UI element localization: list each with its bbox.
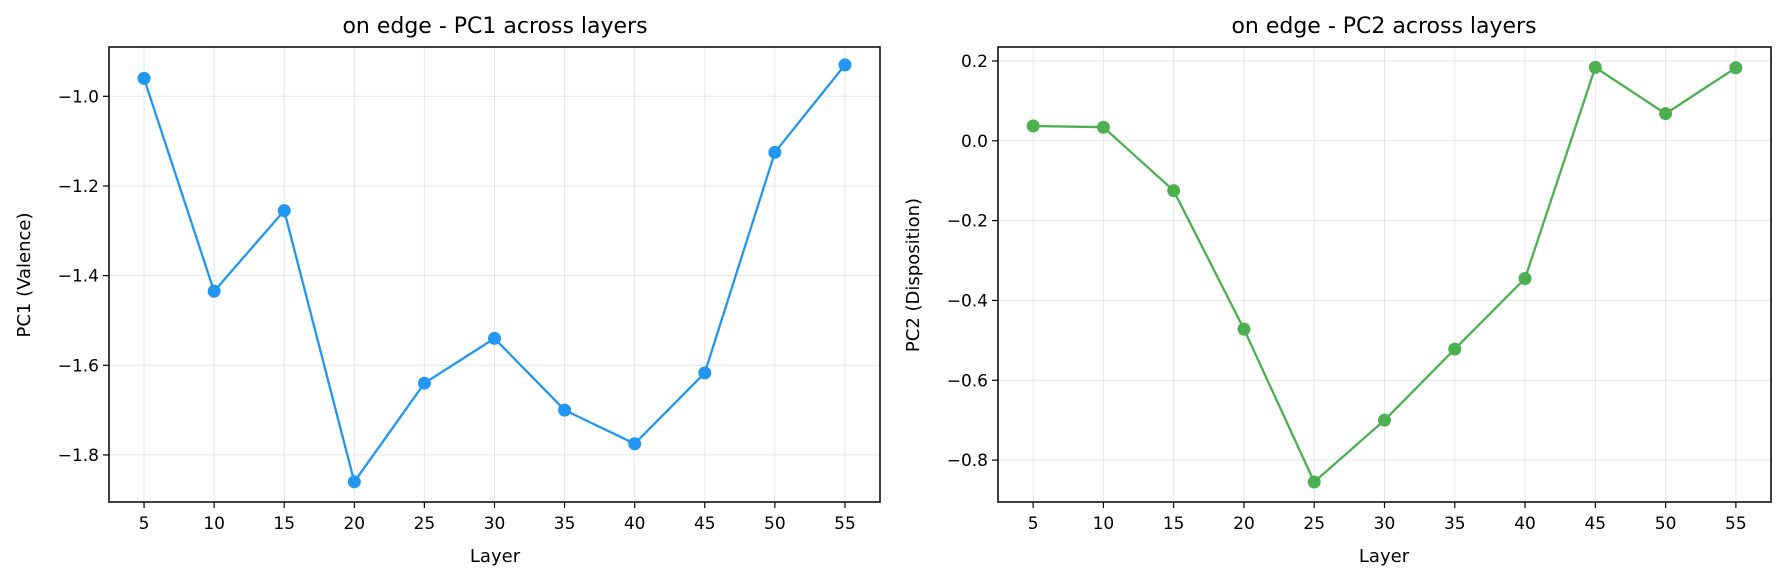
chart-title: on edge - PC2 across layers — [1231, 14, 1536, 39]
x-tick-label: 20 — [1233, 514, 1255, 534]
data-point — [1588, 60, 1602, 74]
y-tick-label: −1.2 — [58, 177, 99, 197]
data-point — [768, 145, 782, 159]
chart-title: on edge - PC1 across layers — [342, 14, 647, 39]
x-tick-label: 10 — [1093, 514, 1115, 534]
y-tick-label: 0.0 — [961, 132, 988, 152]
x-tick-label: 40 — [1514, 514, 1536, 534]
data-point — [417, 376, 431, 390]
data-point — [277, 204, 291, 218]
chart-pc2-panel: on edge - PC2 across layers 5 10 15 20 25 30 3… — [903, 14, 1772, 567]
x-tick-label: 50 — [764, 514, 786, 534]
x-tick-label: 20 — [343, 514, 365, 534]
data-point — [137, 71, 151, 85]
data-point — [628, 437, 642, 451]
x-tick-label: 55 — [834, 514, 856, 534]
data-point — [1026, 119, 1040, 133]
x-axis-label: Layer — [470, 546, 521, 567]
data-point — [347, 475, 361, 489]
data-point — [558, 403, 572, 417]
x-tick-label: 55 — [1725, 514, 1747, 534]
x-tick-label: 30 — [1374, 514, 1396, 534]
x-tick-label: 5 — [1028, 514, 1039, 534]
x-tick-label: 45 — [1584, 514, 1606, 534]
data-point — [1729, 61, 1743, 75]
data-point — [1659, 107, 1673, 121]
x-tick-label: 5 — [139, 514, 150, 534]
y-tick-label: −0.8 — [947, 451, 988, 471]
y-tick-label: −0.6 — [947, 371, 988, 391]
x-tick-label: 25 — [414, 514, 436, 534]
data-point — [1096, 120, 1110, 134]
data-point — [698, 366, 712, 380]
x-tick-label: 30 — [484, 514, 506, 534]
data-point — [488, 331, 501, 345]
x-axis-label: Layer — [1359, 546, 1410, 567]
y-tick-label: −1.8 — [58, 446, 99, 466]
y-tick-label: −1.6 — [58, 356, 99, 376]
y-tick-label: −1.0 — [58, 87, 99, 107]
data-point — [1237, 322, 1251, 336]
x-tick-label: 10 — [203, 514, 225, 534]
y-tick-label: −0.2 — [947, 212, 988, 232]
x-tick-label: 35 — [1444, 514, 1466, 534]
x-tick-label: 45 — [694, 514, 716, 534]
x-tick-label: 15 — [1163, 514, 1185, 534]
x-tick-label: 25 — [1303, 514, 1325, 534]
y-axis-label: PC2 (Disposition) — [903, 198, 924, 352]
data-point — [1307, 475, 1321, 489]
x-tick-label: 40 — [624, 514, 646, 534]
data-point — [1378, 413, 1391, 427]
data-point — [838, 58, 852, 72]
y-tick-label: 0.2 — [961, 52, 988, 72]
x-tick-label: 15 — [273, 514, 295, 534]
data-point — [207, 284, 221, 298]
chart-pc1-panel: on edge - PC1 across layers 5 10 15 20 25 30 3… — [14, 14, 881, 567]
data-point — [1448, 342, 1462, 356]
y-axis-label: PC1 (Valence) — [14, 212, 35, 337]
data-point — [1167, 184, 1181, 198]
y-tick-label: −1.4 — [58, 267, 99, 287]
data-point — [1518, 271, 1532, 285]
x-tick-label: 50 — [1655, 514, 1677, 534]
y-tick-label: −0.4 — [947, 291, 988, 311]
x-tick-label: 35 — [554, 514, 576, 534]
